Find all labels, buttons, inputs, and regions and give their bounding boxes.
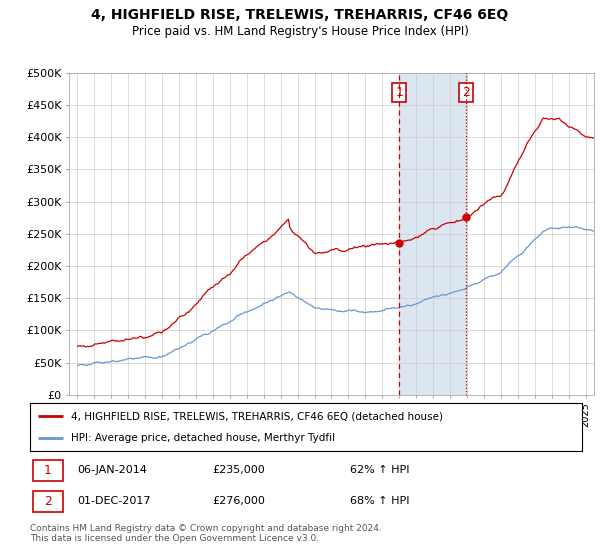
Text: £235,000: £235,000 <box>212 465 265 475</box>
Text: 1: 1 <box>44 464 52 477</box>
Text: Contains HM Land Registry data © Crown copyright and database right 2024.
This d: Contains HM Land Registry data © Crown c… <box>30 524 382 543</box>
Text: HPI: Average price, detached house, Merthyr Tydfil: HPI: Average price, detached house, Mert… <box>71 433 335 443</box>
Text: 1: 1 <box>395 86 403 99</box>
Bar <box>33 491 63 512</box>
Text: 4, HIGHFIELD RISE, TRELEWIS, TREHARRIS, CF46 6EQ (detached house): 4, HIGHFIELD RISE, TRELEWIS, TREHARRIS, … <box>71 411 443 421</box>
Text: 2: 2 <box>461 86 470 99</box>
Text: 4, HIGHFIELD RISE, TRELEWIS, TREHARRIS, CF46 6EQ: 4, HIGHFIELD RISE, TRELEWIS, TREHARRIS, … <box>91 8 509 22</box>
Text: 2: 2 <box>44 494 52 508</box>
Text: £276,000: £276,000 <box>212 496 265 506</box>
Text: 01-DEC-2017: 01-DEC-2017 <box>77 496 151 506</box>
Text: 06-JAN-2014: 06-JAN-2014 <box>77 465 147 475</box>
Bar <box>33 460 63 481</box>
Text: 68% ↑ HPI: 68% ↑ HPI <box>350 496 410 506</box>
Text: 62% ↑ HPI: 62% ↑ HPI <box>350 465 410 475</box>
Bar <box>399 73 466 395</box>
Text: Price paid vs. HM Land Registry's House Price Index (HPI): Price paid vs. HM Land Registry's House … <box>131 25 469 38</box>
